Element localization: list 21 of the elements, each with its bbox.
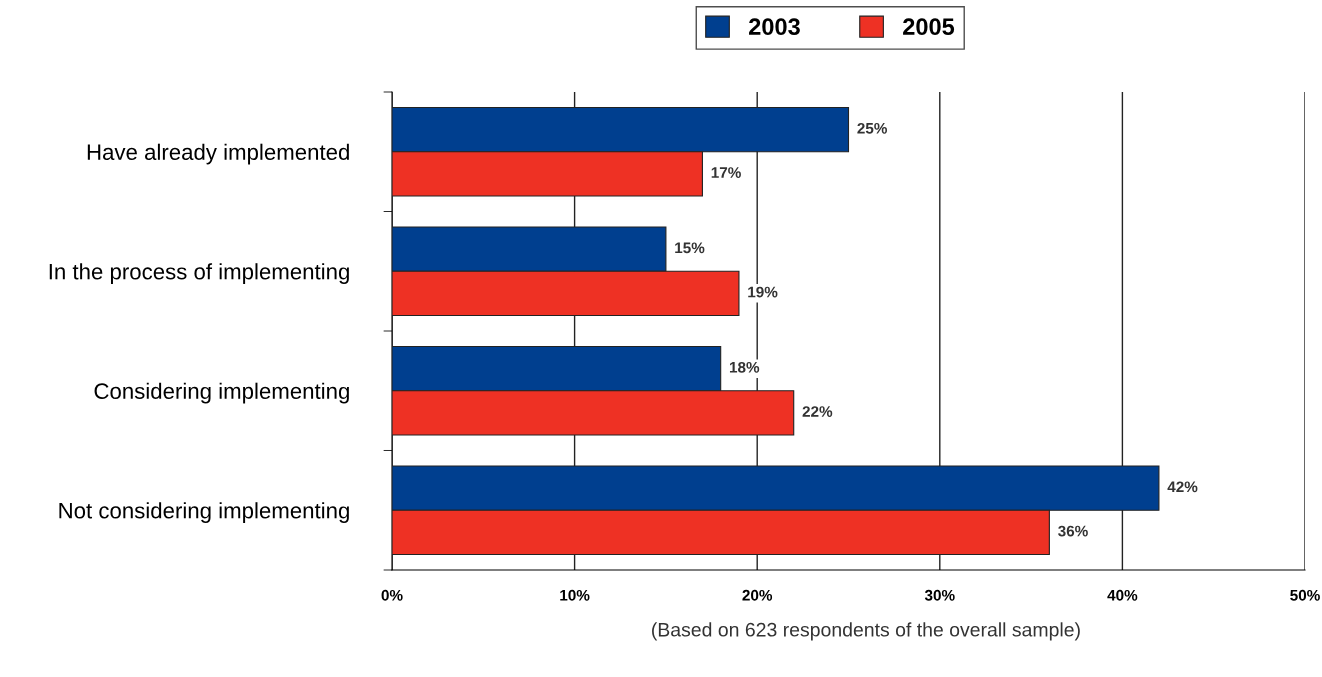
y-tick-label: Considering implementing <box>94 382 349 404</box>
data-label: 18% <box>729 361 760 373</box>
x-tick-label: 10% <box>560 589 590 601</box>
data-label: 36% <box>1058 525 1088 537</box>
data-label: 19% <box>748 286 778 298</box>
y-tick-label: Not considering implementing <box>59 502 349 523</box>
x-tick-label: 20% <box>742 589 773 601</box>
data-label: 17% <box>711 167 741 178</box>
data-label: 22% <box>802 406 833 417</box>
y-tick-label: Have already implemented <box>87 143 349 165</box>
data-label: 42% <box>1167 481 1198 493</box>
data-label: 25% <box>857 122 888 134</box>
legend-label: 2005 <box>903 18 955 36</box>
x-tick-label: 0% <box>381 589 403 601</box>
x-tick-label: 50% <box>1290 589 1320 601</box>
y-tick-label: In the process of implementing <box>49 263 349 284</box>
legend-label: 2003 <box>749 18 800 36</box>
text: (Based on 623 respondents of the overall sample) <box>652 622 1080 641</box>
x-tick-label: 40% <box>1107 589 1138 601</box>
x-tick-label: 30% <box>924 589 955 601</box>
data-label: 15% <box>675 242 705 254</box>
